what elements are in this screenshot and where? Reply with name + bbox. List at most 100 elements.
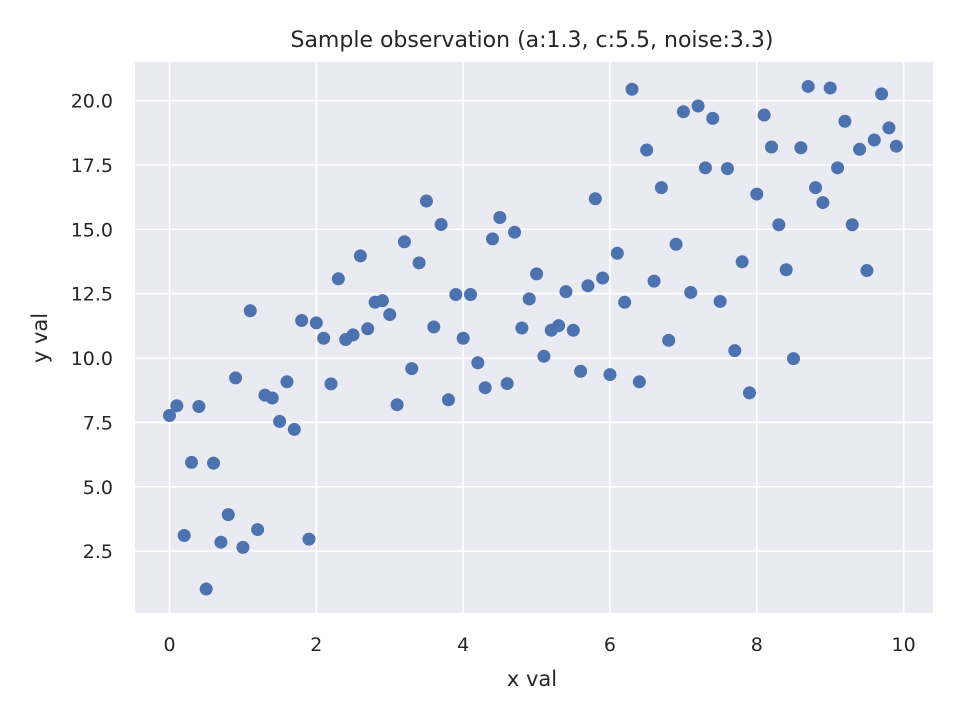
data-point xyxy=(397,235,411,249)
data-point xyxy=(486,232,500,246)
data-point xyxy=(801,79,815,93)
data-point xyxy=(493,211,507,225)
data-point xyxy=(192,400,206,414)
data-points xyxy=(163,79,903,596)
data-point xyxy=(867,133,881,147)
data-point xyxy=(559,285,573,299)
data-point xyxy=(390,398,404,412)
data-point xyxy=(757,108,771,122)
data-point xyxy=(845,218,859,232)
data-point xyxy=(229,371,243,385)
data-point xyxy=(199,582,213,596)
data-point xyxy=(662,333,676,347)
data-point xyxy=(588,192,602,206)
data-point xyxy=(441,393,455,407)
data-point xyxy=(221,508,235,522)
data-point xyxy=(823,81,837,95)
data-point xyxy=(816,196,830,210)
data-point xyxy=(265,391,279,405)
data-point xyxy=(566,323,580,337)
data-point xyxy=(875,87,889,101)
data-point xyxy=(478,381,492,395)
data-point xyxy=(691,99,705,113)
data-point xyxy=(632,375,646,389)
x-tick-label: 8 xyxy=(751,634,763,656)
data-point xyxy=(618,295,632,309)
x-tick-label: 10 xyxy=(892,634,916,656)
data-point xyxy=(809,181,823,195)
data-point xyxy=(419,194,433,208)
y-tick-label: 10.0 xyxy=(71,348,113,370)
data-point xyxy=(581,279,595,293)
data-point xyxy=(522,292,536,306)
data-point xyxy=(684,285,698,299)
y-tick-label: 12.5 xyxy=(71,284,113,306)
data-point xyxy=(831,161,845,175)
data-point xyxy=(720,162,734,176)
y-tick-label: 20.0 xyxy=(71,91,113,113)
data-point xyxy=(647,274,661,288)
data-point xyxy=(654,181,668,195)
x-axis-label: x val xyxy=(507,667,557,691)
data-point xyxy=(794,141,808,155)
data-point xyxy=(236,540,250,554)
data-point xyxy=(742,386,756,400)
data-point xyxy=(574,364,588,378)
data-point xyxy=(346,328,360,342)
data-point xyxy=(882,121,896,135)
data-point xyxy=(787,352,801,366)
data-point xyxy=(170,399,184,413)
y-tick-label: 7.5 xyxy=(83,412,113,434)
data-point xyxy=(280,375,294,389)
data-point xyxy=(530,267,544,281)
data-point xyxy=(383,308,397,322)
data-point xyxy=(625,82,639,96)
data-point xyxy=(640,143,654,157)
data-point xyxy=(537,349,551,363)
x-axis-ticks: 0 2 4 6 8 10 xyxy=(163,634,915,656)
data-point xyxy=(302,532,316,546)
data-point xyxy=(463,288,477,302)
data-point xyxy=(669,237,683,251)
x-tick-label: 4 xyxy=(457,634,469,656)
y-tick-label: 5.0 xyxy=(83,477,113,499)
data-point xyxy=(610,246,624,260)
data-point xyxy=(515,321,529,335)
data-point xyxy=(713,294,727,308)
data-point xyxy=(331,272,345,286)
data-point xyxy=(251,523,265,537)
data-point xyxy=(295,314,309,328)
data-point xyxy=(353,249,367,263)
y-axis-ticks: 2.5 5.0 7.5 10.0 12.5 15.0 17.5 20.0 xyxy=(71,91,113,564)
x-tick-label: 2 xyxy=(310,634,322,656)
data-point xyxy=(273,414,287,428)
data-point xyxy=(860,264,874,278)
data-point xyxy=(772,218,786,232)
x-tick-label: 0 xyxy=(163,634,175,656)
data-point xyxy=(177,528,191,542)
data-point xyxy=(243,304,257,318)
data-point xyxy=(676,105,690,119)
data-point xyxy=(287,422,301,436)
data-point xyxy=(706,111,720,125)
y-axis-label: y val xyxy=(28,313,52,363)
data-point xyxy=(207,456,221,470)
data-point xyxy=(412,256,426,270)
data-point xyxy=(698,161,712,175)
data-point xyxy=(552,319,566,333)
data-point xyxy=(889,139,903,153)
data-point xyxy=(853,142,867,156)
data-point xyxy=(214,535,228,549)
data-point xyxy=(163,409,177,423)
data-point xyxy=(728,344,742,358)
data-point xyxy=(603,368,617,382)
data-point xyxy=(456,331,470,345)
x-tick-label: 6 xyxy=(604,634,616,656)
y-tick-label: 15.0 xyxy=(71,219,113,241)
data-point xyxy=(735,255,749,269)
y-tick-label: 17.5 xyxy=(71,155,113,177)
data-point xyxy=(309,316,323,330)
data-point xyxy=(405,362,419,376)
data-point xyxy=(427,320,441,334)
data-point xyxy=(764,140,778,154)
